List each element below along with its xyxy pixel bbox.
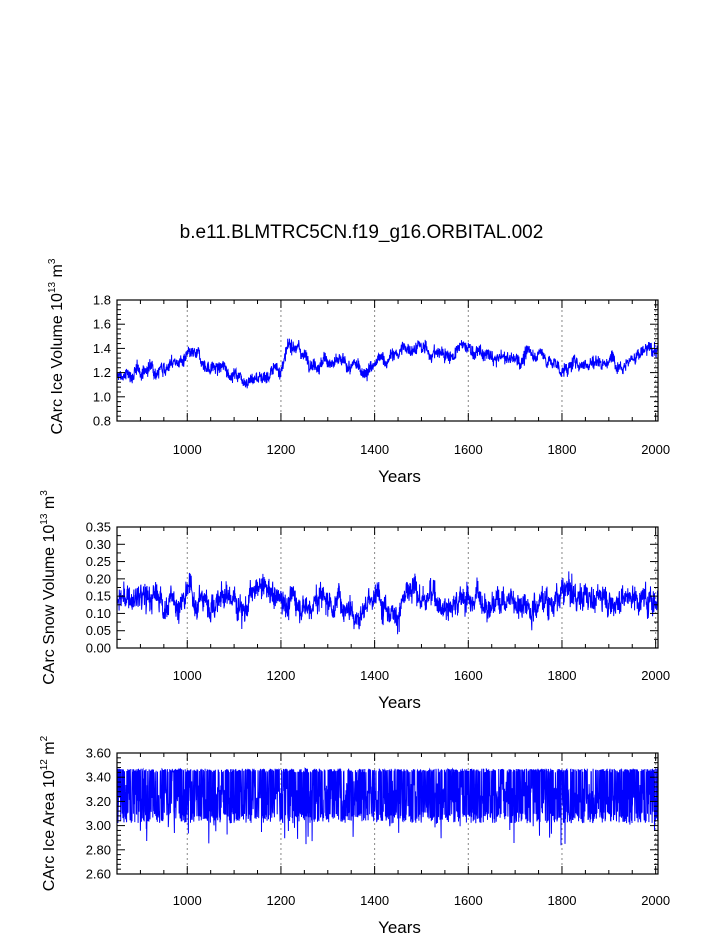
- x-tick-label: 1400: [360, 893, 389, 908]
- x-tick-label: 1200: [266, 442, 295, 457]
- series-line: [117, 767, 658, 846]
- y-axis-title-unit: m: [41, 496, 58, 514]
- y-tick-label: 3.40: [86, 770, 111, 785]
- y-axis-title-unit-exponent: 3: [47, 258, 58, 264]
- y-tick-label: 1.2: [93, 365, 111, 380]
- x-tick-label: 1600: [454, 668, 483, 683]
- y-axis-title-prefix: CArc Snow Volume 10: [41, 525, 58, 685]
- y-tick-label: 2.60: [86, 867, 111, 882]
- y-axis-title-prefix: CArc Ice Area 10: [41, 770, 58, 891]
- x-tick-label: 2000: [641, 442, 670, 457]
- x-tick-label: 2000: [641, 668, 670, 683]
- x-axis-title: Years: [378, 693, 421, 712]
- y-axis-title-exponent: 13: [39, 513, 50, 525]
- x-tick-label: 1000: [173, 442, 202, 457]
- y-axis-title-exponent: 12: [39, 759, 50, 771]
- y-tick-label: 1.0: [93, 389, 111, 404]
- x-axis-title: Years: [378, 918, 421, 935]
- x-tick-label: 1200: [266, 893, 295, 908]
- y-tick-label: 0.30: [86, 537, 111, 552]
- x-tick-label: 1000: [173, 893, 202, 908]
- y-tick-label: 0.10: [86, 606, 111, 621]
- plot-frame: [116, 299, 659, 422]
- y-axis-title-exponent: 13: [47, 281, 58, 293]
- chart-title: b.e11.BLMTRC5CN.f19_g16.ORBITAL.002: [179, 222, 544, 243]
- y-axis-title-prefix: CArc Ice Volume 10: [49, 293, 66, 435]
- y-axis-title: CArc Snow Volume 1013 m3: [39, 490, 58, 685]
- y-axis-title-unit-exponent: 3: [39, 490, 50, 496]
- x-tick-label: 1400: [360, 668, 389, 683]
- y-axis-title-unit-exponent: 2: [39, 735, 50, 741]
- series-line: [117, 338, 658, 389]
- x-tick-label: 1800: [548, 668, 577, 683]
- x-tick-label: 1400: [360, 442, 389, 457]
- x-tick-label: 1000: [173, 668, 202, 683]
- panel-1: 1000 1200 1400 1600 1800 2000 0.8 1.0 1.2 1.4 1.6 1…: [47, 258, 670, 486]
- y-tick-label: 3.60: [86, 746, 111, 761]
- y-tick-label: 2.80: [86, 842, 111, 857]
- y-axis-title-unit: m: [49, 264, 66, 282]
- y-tick-label: 3.20: [86, 794, 111, 809]
- y-axis-title: CArc Ice Volume 1013 m3: [47, 258, 66, 434]
- y-tick-label: 0.20: [86, 571, 111, 586]
- y-axis-title-unit: m: [41, 741, 58, 759]
- x-tick-label: 1600: [454, 893, 483, 908]
- x-tick-label: 1800: [548, 442, 577, 457]
- panel-2: 1000 1200 1400 1600 1800 2000 0.00 0.05 0.10 0.15…: [39, 490, 670, 712]
- y-tick-label: 1.4: [93, 341, 111, 356]
- y-tick-label: 1.6: [93, 317, 111, 332]
- plot-frame: [116, 526, 659, 649]
- y-tick-label: 0.8: [93, 414, 111, 429]
- y-tick-label: 0.35: [86, 520, 111, 535]
- y-tick-label: 1.8: [93, 293, 111, 308]
- y-tick-label: 0.25: [86, 554, 111, 569]
- y-tick-label: 0.00: [86, 641, 111, 656]
- x-tick-label: 2000: [641, 893, 670, 908]
- y-tick-label: 0.15: [86, 589, 111, 604]
- y-tick-label: 3.00: [86, 818, 111, 833]
- y-tick-label: 0.05: [86, 623, 111, 638]
- plot-frame: [116, 752, 659, 875]
- y-axis-title: CArc Ice Area 1012 m2: [39, 735, 58, 891]
- x-axis-title: Years: [378, 467, 421, 486]
- x-tick-label: 1800: [548, 893, 577, 908]
- series-line: [117, 571, 658, 635]
- x-tick-label: 1200: [266, 668, 295, 683]
- x-tick-label: 1600: [454, 442, 483, 457]
- panel-3: 1000 1200 1400 1600 1800 2000 2.60 2.80 3.00 3.20…: [39, 735, 670, 935]
